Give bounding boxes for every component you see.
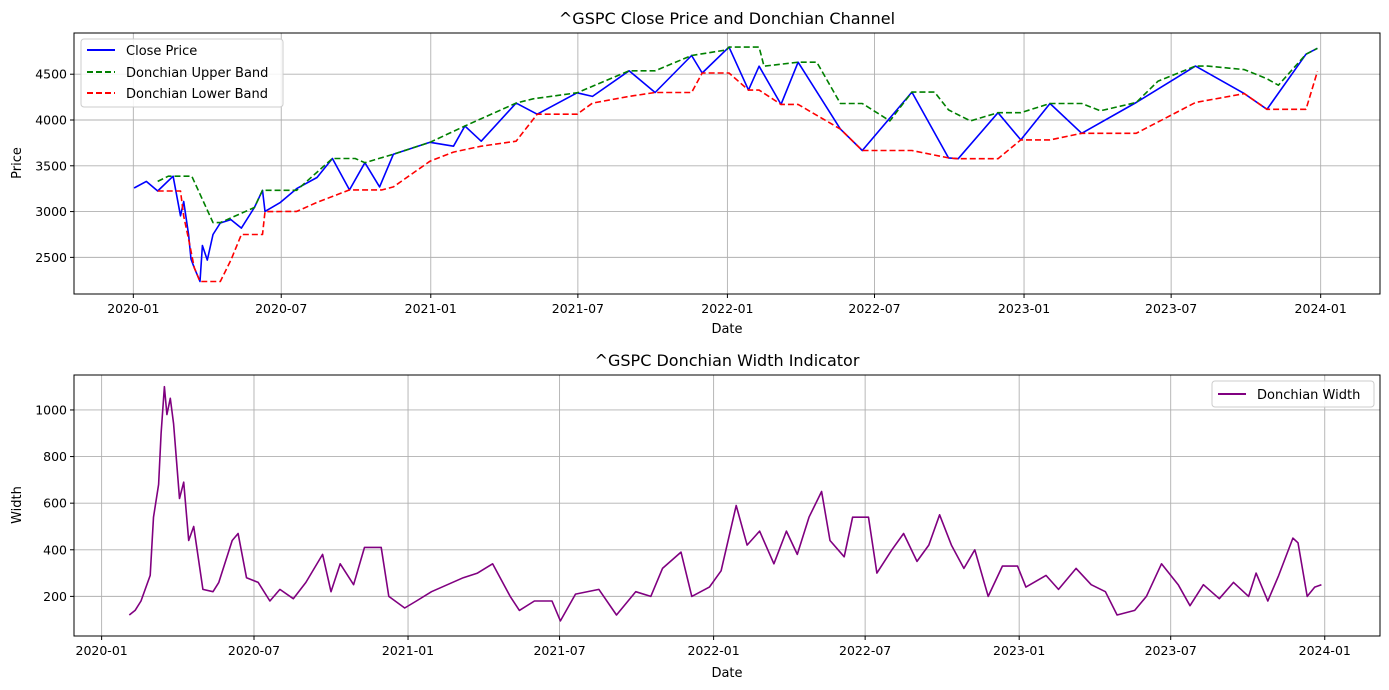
x-tick-label: 2021-07 — [552, 301, 604, 316]
x-tick-label: 2021-01 — [382, 643, 434, 658]
width-x-axis-label: Date — [711, 666, 742, 681]
width-legend: Donchian Width — [1211, 380, 1375, 408]
x-tick-label: 2021-01 — [405, 301, 457, 316]
price-x-axis-label: Date — [711, 322, 742, 337]
price-series-group — [133, 46, 1319, 283]
x-tick-label: 2020-07 — [228, 643, 280, 658]
x-tick-label: 2022-07 — [839, 643, 891, 658]
price-legend: Close Price Donchian Upper Band Donchian… — [80, 38, 284, 108]
x-tick-label: 2020-07 — [255, 301, 307, 316]
x-tick-label: 2023-01 — [993, 643, 1045, 658]
legend-label-width: Donchian Width — [1257, 388, 1360, 403]
width-chart: ^GSPC Donchian Width Indicator 2020-01 20… — [10, 351, 1381, 681]
width-chart-title: ^GSPC Donchian Width Indicator — [595, 351, 860, 370]
width-plot-frame — [73, 374, 1381, 637]
series-line-donchian-lower-band — [157, 71, 1319, 283]
x-tick-label: 2020-01 — [76, 643, 128, 658]
y-tick-label: 600 — [43, 496, 67, 511]
price-y-axis-label: Price — [10, 147, 25, 179]
x-tick-label: 2024-01 — [1295, 301, 1347, 316]
x-tick-label: 2022-01 — [701, 301, 753, 316]
price-ticks: 2020-01 2020-07 2021-01 2021-07 2022-01 2022-… — [35, 67, 1347, 316]
series-line-donchian-width — [128, 385, 1322, 622]
x-tick-label: 2023-07 — [1145, 301, 1197, 316]
y-tick-label: 400 — [43, 542, 67, 557]
y-tick-label: 1000 — [35, 402, 67, 417]
width-grid — [74, 375, 1380, 636]
x-tick-label: 2020-01 — [107, 301, 159, 316]
width-legend-box — [1211, 380, 1375, 408]
width-series-group — [128, 385, 1322, 622]
series-line-donchian-upper-band — [157, 46, 1318, 224]
legend-label-upper: Donchian Upper Band — [126, 66, 268, 81]
width-y-axis-label: Width — [10, 486, 25, 524]
price-chart-title: ^GSPC Close Price and Donchian Channel — [559, 9, 895, 28]
y-tick-label: 4000 — [35, 113, 67, 128]
x-tick-label: 2021-07 — [533, 643, 585, 658]
width-ticks: 2020-01 2020-07 2021-01 2021-07 2022-01 2022-… — [35, 402, 1351, 658]
legend-label-lower: Donchian Lower Band — [126, 87, 268, 102]
y-tick-label: 3000 — [35, 204, 67, 219]
y-tick-label: 4500 — [35, 67, 67, 82]
price-legend-box — [80, 38, 284, 108]
y-tick-label: 800 — [43, 449, 67, 464]
y-tick-label: 3500 — [35, 158, 67, 173]
legend-label-close: Close Price — [126, 44, 197, 59]
price-chart: ^GSPC Close Price and Donchian Channel 2… — [10, 9, 1381, 337]
x-tick-label: 2023-07 — [1145, 643, 1197, 658]
x-tick-label: 2022-07 — [848, 301, 900, 316]
y-tick-label: 2500 — [35, 250, 67, 265]
x-tick-label: 2023-01 — [998, 301, 1050, 316]
x-tick-label: 2022-01 — [687, 643, 739, 658]
x-tick-label: 2024-01 — [1299, 643, 1351, 658]
y-tick-label: 200 — [43, 589, 67, 604]
